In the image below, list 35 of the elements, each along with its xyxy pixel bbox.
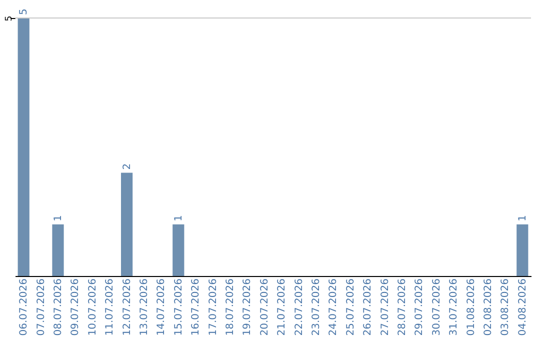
data-label: 1 (53, 215, 64, 222)
x-tick-label: 27.07.2026 (380, 278, 391, 336)
x-tick-label: 31.07.2026 (448, 278, 460, 336)
x-tick-label: 25.07.2026 (345, 278, 356, 336)
x-tick-label: 10.07.2026 (87, 278, 98, 336)
x-tick-label: 12.07.2026 (122, 278, 133, 336)
x-tick-label: 11.07.2026 (104, 278, 116, 336)
x-tick-label: 09.07.2026 (70, 278, 82, 336)
x-tick-label: 18.07.2026 (225, 278, 236, 336)
x-tick-label: 29.07.2026 (414, 278, 426, 336)
x-tick-label: 28.07.2026 (397, 278, 408, 336)
x-tick-label: 08.07.2026 (53, 278, 64, 336)
x-tick-label: 06.07.2026 (18, 278, 30, 336)
data-label: 2 (122, 163, 133, 170)
x-tick-label: 24.07.2026 (328, 278, 340, 336)
x-tick-label: 26.07.2026 (362, 278, 374, 336)
data-label: 1 (517, 215, 528, 222)
x-tick-label: 13.07.2026 (139, 278, 150, 336)
x-tick-label: 15.07.2026 (173, 278, 184, 336)
x-tick-label: 22.07.2026 (294, 278, 305, 336)
x-tick-label: 23.07.2026 (311, 278, 322, 336)
x-tick-label: 02.08.2026 (483, 278, 494, 336)
x-tick-label: 01.08.2026 (466, 278, 477, 336)
x-tick-label: 20.07.2026 (259, 278, 270, 336)
x-tick-label: 03.08.2026 (500, 278, 512, 336)
x-tick-label: 14.07.2026 (156, 278, 168, 336)
x-tick-label: 17.07.2026 (208, 278, 219, 336)
x-tick-label: 07.07.2026 (36, 278, 47, 336)
x-tick-label: 04.08.2026 (517, 278, 528, 336)
data-label: 5 (4, 16, 14, 22)
x-tick-label: 30.07.2026 (431, 278, 442, 336)
x-tick-label: 19.07.2026 (242, 278, 254, 336)
x-tick-label: 21.07.2026 (276, 278, 288, 336)
x-tick-label: 16.07.2026 (190, 278, 202, 336)
data-label: 1 (173, 215, 184, 222)
